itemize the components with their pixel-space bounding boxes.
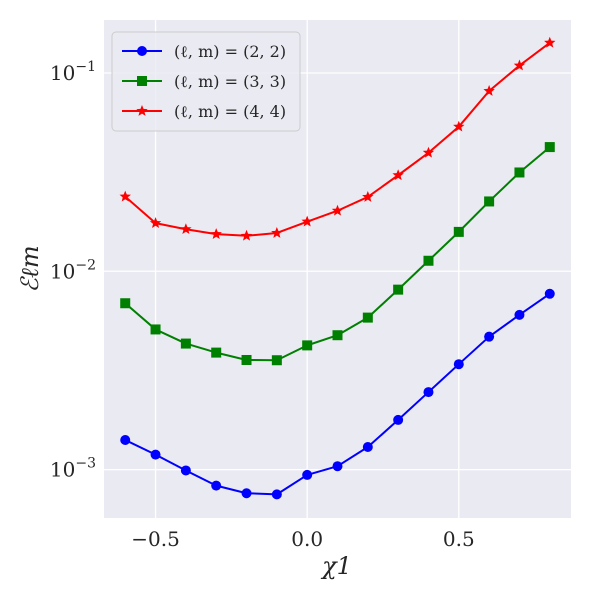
x-tick-label: 0.5 xyxy=(443,527,475,551)
data-point xyxy=(392,169,404,181)
data-point xyxy=(120,434,131,445)
x-axis-label: χ1 xyxy=(320,552,352,580)
data-point xyxy=(423,387,434,398)
y-axis: 10−3 10−2 10−1 xyxy=(50,59,96,482)
data-point xyxy=(484,331,495,342)
data-point xyxy=(211,480,222,491)
data-point xyxy=(362,441,373,452)
y-tick-label: 10−2 xyxy=(50,257,96,283)
data-point xyxy=(150,324,161,335)
data-point xyxy=(513,59,526,71)
data-point xyxy=(120,298,131,309)
data-point xyxy=(241,354,252,365)
legend-item: (ℓ, m) = (4, 4) xyxy=(122,102,286,121)
x-tick-label: 0.0 xyxy=(291,527,323,551)
data-point xyxy=(393,284,404,295)
data-point xyxy=(302,340,313,351)
data-point xyxy=(544,288,555,299)
legend-item: (ℓ, m) = (2, 2) xyxy=(122,42,286,61)
data-point xyxy=(180,223,192,235)
data-point xyxy=(453,359,464,370)
y-tick-label: 10−1 xyxy=(50,59,96,85)
x-axis: −0.5 0.0 0.5 xyxy=(131,527,474,551)
data-point xyxy=(544,36,556,48)
y-axis-label: ℰℓm xyxy=(16,245,44,292)
data-point xyxy=(332,461,343,472)
data-point xyxy=(301,215,313,227)
x-tick-label: −0.5 xyxy=(131,527,180,551)
data-point xyxy=(119,190,131,202)
data-point xyxy=(332,330,343,341)
legend-marker xyxy=(136,105,148,116)
data-point xyxy=(180,338,191,349)
legend-marker xyxy=(137,46,147,56)
data-point xyxy=(483,85,495,96)
data-point xyxy=(211,347,222,358)
series-layer xyxy=(119,36,556,500)
legend-label: (ℓ, m) = (3, 3) xyxy=(174,72,286,91)
legend-label: (ℓ, m) = (4, 4) xyxy=(174,102,286,121)
legend-item: (ℓ, m) = (3, 3) xyxy=(122,72,286,91)
data-point xyxy=(422,146,435,158)
data-point xyxy=(271,489,282,500)
data-point xyxy=(362,190,374,202)
data-point xyxy=(362,312,373,323)
data-point xyxy=(240,229,253,241)
legend-frame xyxy=(111,31,301,132)
data-point xyxy=(514,309,525,320)
data-point xyxy=(271,355,282,366)
data-point xyxy=(210,228,222,239)
data-point xyxy=(514,167,525,178)
data-point xyxy=(180,465,191,476)
series-2 xyxy=(120,142,555,366)
data-point xyxy=(271,226,283,238)
data-point xyxy=(393,414,404,425)
data-point xyxy=(331,204,344,216)
series-3 xyxy=(119,36,556,241)
data-point xyxy=(453,226,464,237)
legend-label: (ℓ, m) = (2, 2) xyxy=(174,42,286,61)
y-tick-label: 10−3 xyxy=(50,456,96,482)
data-point xyxy=(302,469,313,480)
data-point xyxy=(149,217,162,228)
data-point xyxy=(241,488,252,499)
data-point xyxy=(150,449,161,460)
data-point xyxy=(544,142,555,153)
legend: (ℓ, m) = (2, 2) (ℓ, m) = (3, 3) (ℓ, m) = (… xyxy=(111,31,301,132)
data-point xyxy=(484,196,495,207)
series-1 xyxy=(120,288,555,500)
legend-marker xyxy=(137,76,147,86)
data-point xyxy=(423,255,434,266)
data-point xyxy=(453,120,465,132)
